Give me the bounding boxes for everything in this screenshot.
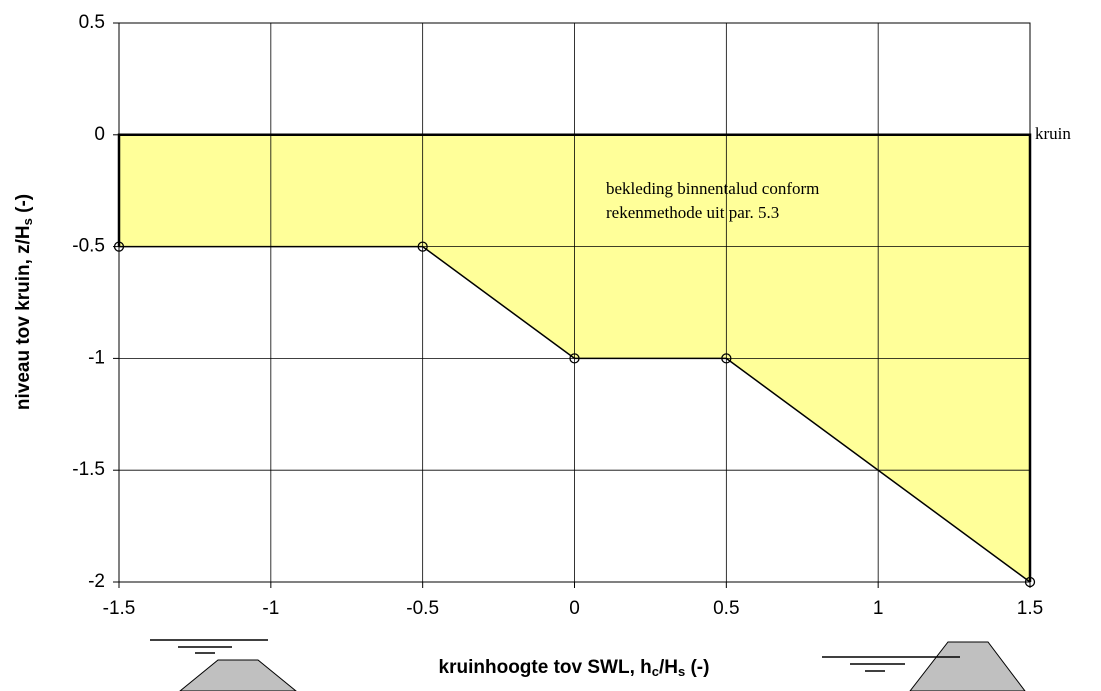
axis-title-part: (-) bbox=[13, 194, 34, 218]
axis-title-part: (-) bbox=[685, 657, 709, 678]
axis-title-part: s bbox=[20, 218, 35, 225]
chart: -1.5 -1 -0.5 0 0.5 1 1.5 0.5 0 -0.5 -1 -1.5 -2 kruin… bbox=[0, 0, 1101, 691]
annotation: kruin bbox=[1035, 124, 1071, 143]
x-axis-title: kruinhoogte tov SWL, hc/Hs (-) bbox=[439, 657, 710, 679]
axis-title-part: kruinhoogte tov SWL, h bbox=[439, 657, 652, 678]
dike-sketch-left bbox=[150, 640, 296, 691]
annotation: rekenmethode uit par. 5.3 bbox=[606, 203, 779, 222]
y-tick-label: -2 bbox=[88, 571, 105, 592]
y-axis-title: niveau tov kruin, z/Hs (-) bbox=[13, 194, 35, 410]
plot: -1.5 -1 -0.5 0 0.5 1 1.5 0.5 0 -0.5 -1 -1.5 -2 bbox=[72, 12, 1043, 619]
x-tick-label: 1.5 bbox=[1017, 598, 1043, 619]
axis-title-part: /H bbox=[659, 657, 678, 678]
x-tick-label: 0.5 bbox=[713, 598, 739, 619]
axis-title-part: niveau tov kruin, z/H bbox=[13, 225, 34, 410]
y-tick-label: -0.5 bbox=[72, 236, 105, 257]
axis-title-part: c bbox=[652, 664, 659, 679]
annotation: bekleding binnentalud conform bbox=[606, 179, 819, 198]
x-tick-label: -1 bbox=[262, 598, 279, 619]
y-tick-label: -1 bbox=[88, 347, 105, 368]
y-tick-label: 0.5 bbox=[79, 12, 105, 33]
dike-sketch-right bbox=[822, 642, 1025, 691]
x-tick-label: 0 bbox=[569, 598, 580, 619]
y-tick-label: 0 bbox=[94, 124, 105, 145]
x-tick-label: 1 bbox=[873, 598, 884, 619]
y-tick-label: -1.5 bbox=[72, 459, 105, 480]
x-tick-label: -0.5 bbox=[406, 598, 439, 619]
x-tick-label: -1.5 bbox=[103, 598, 136, 619]
axis-title-part: s bbox=[678, 664, 685, 679]
